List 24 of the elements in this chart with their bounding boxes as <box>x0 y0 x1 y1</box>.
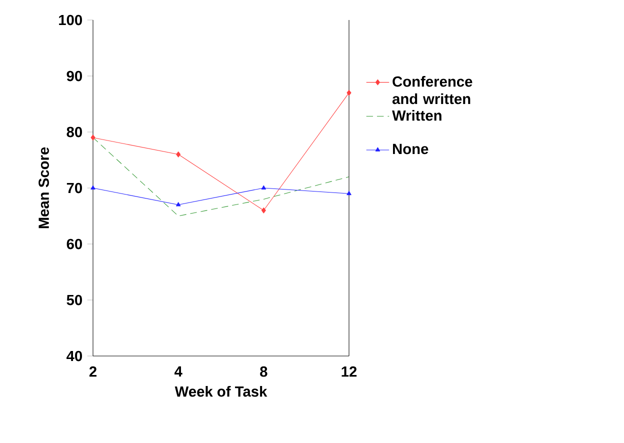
x-tick-label: 2 <box>89 366 96 377</box>
point <box>90 185 96 190</box>
y-tick-label: 80 <box>66 126 82 138</box>
point <box>261 207 266 214</box>
legend-label: Conference and written <box>392 76 472 104</box>
point <box>346 190 352 196</box>
legend-label: Written <box>392 110 442 121</box>
y-tick-label: 40 <box>66 350 82 362</box>
point <box>176 151 181 158</box>
x-tick-label: 12 <box>342 366 357 377</box>
y-tick-label: 100 <box>59 14 82 26</box>
x-tick-label: 4 <box>174 366 182 376</box>
y-tick-label: 50 <box>66 294 82 306</box>
x-tick-label: 8 <box>260 366 268 377</box>
x-axis-title: Week of Task <box>174 386 268 397</box>
point <box>176 202 181 206</box>
point <box>90 134 96 141</box>
point <box>261 185 266 190</box>
y-tick-label: 70 <box>66 182 82 194</box>
legend-label: None <box>393 144 428 154</box>
y-axis-title: Mean Score <box>38 147 49 228</box>
y-tick-label: 90 <box>66 70 82 82</box>
y-tick-label: 60 <box>66 238 82 250</box>
point <box>346 90 352 96</box>
